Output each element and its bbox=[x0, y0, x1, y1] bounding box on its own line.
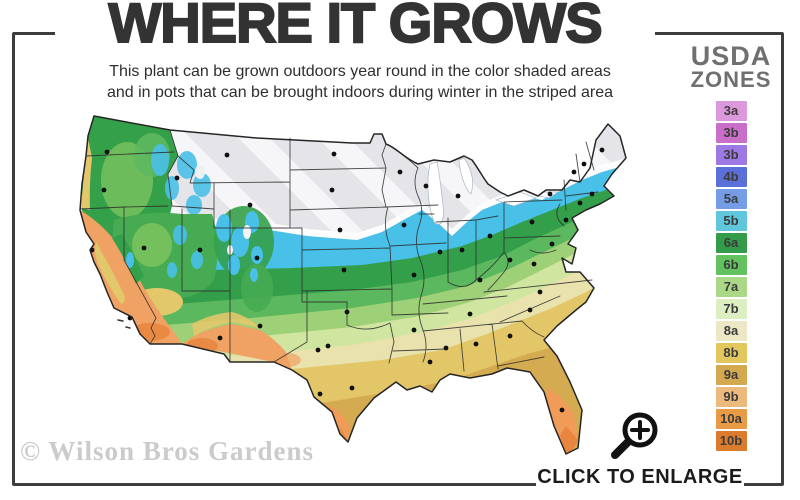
legend-zone-swatch: 7b bbox=[715, 298, 747, 319]
legend-zone-swatch: 8a bbox=[715, 320, 747, 341]
channel-islands bbox=[117, 319, 131, 329]
watermark: © Wilson Bros Gardens bbox=[20, 436, 314, 466]
legend-title-line-1: USDA bbox=[690, 41, 772, 71]
subtitle-line-1: This plant can be grown outdoors year ro… bbox=[109, 63, 611, 80]
magnifier-plus-icon[interactable] bbox=[598, 408, 662, 469]
legend-zone-swatch: 3a bbox=[715, 100, 747, 121]
legend-zone-swatch: 8b bbox=[715, 342, 747, 363]
legend-zone-swatch: 9b bbox=[715, 386, 747, 407]
usda-zone-map[interactable] bbox=[52, 110, 667, 470]
legend-title: USDA ZONES bbox=[686, 41, 776, 92]
us-outline bbox=[79, 115, 627, 455]
us-zone-map-graphic[interactable] bbox=[52, 110, 667, 470]
legend-zones: 3a 3b 3b 4b 5a 5b 6a 6b 7a 7b 8a 8b 9a 9b 10a 10b bbox=[686, 100, 776, 451]
usda-zones-legend: USDA ZONES 3a 3b 3b 4b 5a 5b 6a 6b 7a 7b 8a 8b 9a 9b 1… bbox=[686, 41, 776, 453]
legend-zone-swatch: 7a bbox=[715, 276, 747, 297]
legend-zone-swatch: 10a bbox=[715, 408, 747, 429]
page-title: WHERE IT GROWS bbox=[55, 0, 655, 55]
subtitle-line-2: and in pots that can be brought indoors … bbox=[106, 83, 614, 101]
legend-title-line-2: ZONES bbox=[690, 66, 772, 92]
legend-zone-swatch: 6b bbox=[715, 254, 747, 275]
legend-zone-swatch: 6a bbox=[715, 232, 747, 253]
legend-zone-swatch: 5b bbox=[715, 210, 747, 231]
legend-zone-swatch: 3b bbox=[715, 144, 747, 165]
great-lakes bbox=[427, 157, 560, 225]
legend-zone-swatch: 3b bbox=[715, 122, 747, 143]
legend-zone-swatch: 10b bbox=[715, 430, 747, 451]
click-to-enlarge-button[interactable]: CLICK TO ENLARGE bbox=[536, 464, 744, 493]
subtitle: This plant can be grown outdoors year ro… bbox=[40, 62, 680, 104]
legend-zone-swatch: 4b bbox=[715, 166, 747, 187]
legend-zone-swatch: 9a bbox=[715, 364, 747, 385]
city-dots bbox=[89, 147, 605, 413]
legend-zone-swatch: 5a bbox=[715, 188, 747, 209]
